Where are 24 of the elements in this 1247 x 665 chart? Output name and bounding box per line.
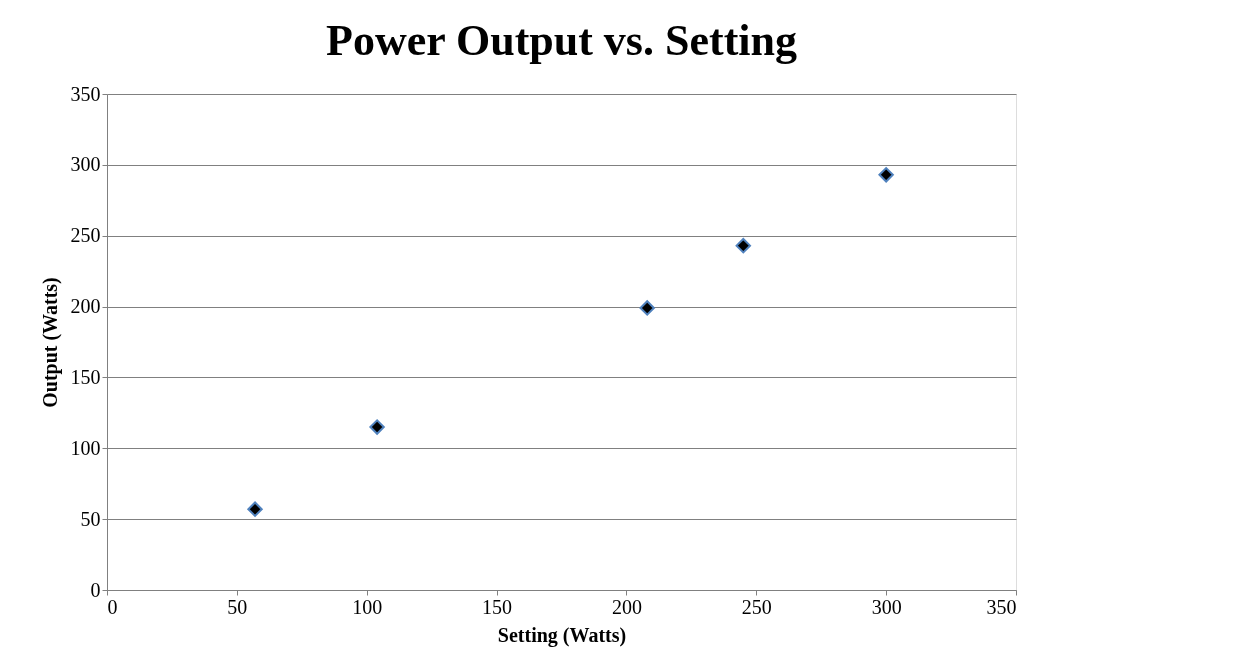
point (369, 419, 385, 435)
x-tick-label: 350 (986, 595, 1017, 618)
point (639, 300, 655, 316)
y-tick-label: 100 (70, 436, 101, 459)
y-tick-label: 300 (70, 153, 101, 176)
x-tick-label: 50 (227, 595, 248, 618)
x-tick-label: 250 (741, 595, 772, 618)
y-tick-label: 250 (70, 224, 101, 247)
point (735, 237, 752, 254)
y-tick-label: 200 (70, 295, 101, 318)
y-tick-label: 50 (80, 507, 101, 530)
chart-title: Power Output vs. Setting (326, 16, 797, 65)
point (247, 501, 263, 517)
point (878, 167, 894, 183)
x-tick-label: 150 (482, 595, 513, 618)
x-tick-label: 200 (611, 595, 642, 618)
y-tick-label: 150 (70, 365, 101, 388)
y-axis-title: Output (Watts) (38, 277, 62, 408)
x-tick-label: 0 (107, 595, 118, 618)
x-tick-label: 100 (352, 595, 383, 618)
x-axis-title: Setting (Watts) (497, 623, 627, 647)
y-tick-label: 0 (90, 578, 101, 601)
x-tick-label: 300 (871, 595, 902, 618)
y-tick-label: 350 (70, 82, 101, 105)
